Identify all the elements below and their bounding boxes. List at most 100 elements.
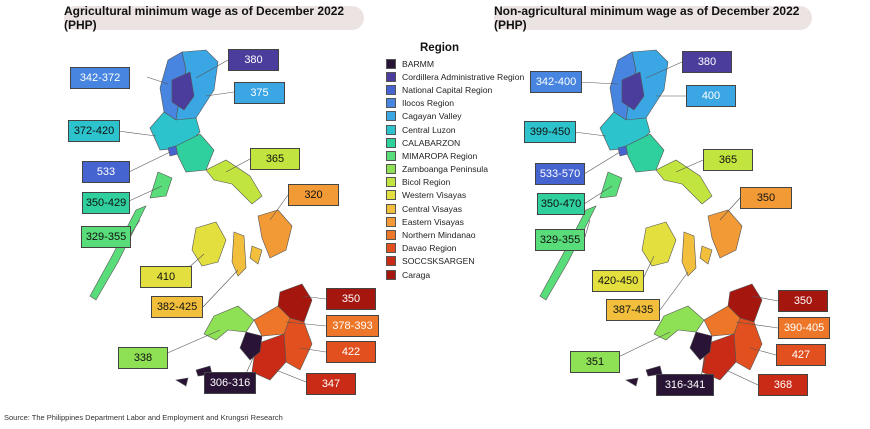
barmm-shape bbox=[175, 331, 263, 387]
legend-swatch bbox=[386, 216, 396, 227]
agricultural-map-shapes bbox=[89, 49, 313, 387]
label-eastern-visayas-2: 350 bbox=[740, 187, 792, 209]
label-caraga: 350 bbox=[326, 288, 376, 310]
label-northern-mindanao: 378-393 bbox=[326, 315, 379, 337]
legend-item: SOCCSKSARGEN bbox=[386, 255, 536, 268]
legend-item: National Capital Region bbox=[386, 83, 536, 96]
label-central-luzon-2: 399-450 bbox=[524, 121, 576, 143]
car-shape bbox=[171, 71, 195, 111]
legend-label: CALABARZON bbox=[402, 137, 461, 148]
legend-item: Northern Mindanao bbox=[386, 228, 536, 241]
label-zamboanga: 338 bbox=[118, 347, 168, 369]
mimaropa-shape bbox=[89, 171, 173, 301]
davao-shape-2 bbox=[733, 317, 763, 371]
label-central-visayas: 382-425 bbox=[151, 296, 203, 318]
label-zamboanga-2: 351 bbox=[570, 351, 620, 373]
agricultural-map-title: Agricultural minimum wage as of December… bbox=[64, 4, 364, 32]
label-calabarzon: 350-429 bbox=[82, 192, 130, 214]
source-note: Source: The Philippines Department Labor… bbox=[4, 413, 283, 422]
legend-swatch bbox=[386, 71, 396, 82]
label-mimaropa-2: 329-355 bbox=[535, 229, 585, 251]
legend-swatch bbox=[386, 164, 396, 175]
legend-item: Western Visayas bbox=[386, 189, 536, 202]
label-central-visayas-2: 387-435 bbox=[606, 299, 660, 321]
legend-swatch bbox=[386, 256, 396, 267]
non-agricultural-connector-lines bbox=[573, 61, 779, 386]
label-western-visayas-2: 420-450 bbox=[592, 270, 644, 292]
eastern-visayas-shape-2 bbox=[707, 209, 743, 259]
central-visayas-shape bbox=[231, 231, 263, 277]
legend-label: Central Visayas bbox=[402, 203, 463, 214]
zamboanga-shape-2 bbox=[653, 305, 705, 341]
legend-item: Zamboanga Peninsula bbox=[386, 163, 536, 176]
label-car: 380 bbox=[228, 49, 279, 71]
label-eastern-visayas: 320 bbox=[288, 184, 339, 206]
bicol-shape-2 bbox=[655, 159, 713, 205]
legend-label: Davao Region bbox=[402, 243, 457, 254]
legend-swatch bbox=[386, 177, 396, 188]
legend-label: Ilocos Region bbox=[402, 98, 455, 109]
legend-swatch bbox=[386, 98, 396, 109]
legend-item: Central Visayas bbox=[386, 202, 536, 215]
legend-item: BARMM bbox=[386, 57, 536, 70]
label-mimaropa: 329-355 bbox=[81, 226, 131, 248]
legend: Region BARMM Cordillera Administrative Re… bbox=[386, 42, 536, 281]
label-cagayan: 375 bbox=[234, 82, 285, 104]
legend-swatch bbox=[386, 269, 396, 280]
legend-swatch bbox=[386, 84, 396, 95]
legend-item: Davao Region bbox=[386, 242, 536, 255]
legend-title: Region bbox=[420, 42, 459, 54]
label-bicol-2: 365 bbox=[703, 149, 753, 171]
legend-item: Eastern Visayas bbox=[386, 215, 536, 228]
label-western-visayas: 410 bbox=[140, 266, 192, 288]
legend-swatch bbox=[386, 150, 396, 161]
legend-label: Cordillera Administrative Region bbox=[402, 71, 525, 82]
label-bicol: 365 bbox=[250, 148, 300, 170]
legend-item: Ilocos Region bbox=[386, 97, 536, 110]
agricultural-connector-lines bbox=[117, 59, 327, 383]
legend-items: BARMM Cordillera Administrative Region Nat… bbox=[386, 57, 536, 281]
legend-item: Cordillera Administrative Region bbox=[386, 70, 536, 83]
label-soccsksargen-2: 368 bbox=[758, 374, 808, 396]
legend-item: Caraga bbox=[386, 268, 536, 281]
western-visayas-shape bbox=[191, 221, 227, 267]
legend-swatch bbox=[386, 137, 396, 148]
central-visayas-shape-2 bbox=[681, 231, 713, 277]
label-car-2: 380 bbox=[682, 51, 732, 73]
label-ncr-2: 533-570 bbox=[535, 163, 585, 185]
eastern-visayas-shape bbox=[257, 209, 293, 259]
legend-label: Northern Mindanao bbox=[402, 230, 476, 241]
legend-swatch bbox=[386, 243, 396, 254]
legend-label: Bicol Region bbox=[402, 177, 451, 188]
legend-label: Caraga bbox=[402, 269, 431, 280]
label-northern-mindanao-2: 390-405 bbox=[778, 317, 830, 339]
legend-label: Cagayan Valley bbox=[402, 111, 462, 122]
legend-label: MIMAROPA Region bbox=[402, 150, 478, 161]
car-shape-2 bbox=[621, 71, 645, 111]
legend-label: Eastern Visayas bbox=[402, 216, 464, 227]
label-barmm: 306-316 bbox=[204, 372, 256, 394]
legend-swatch bbox=[386, 230, 396, 241]
davao-shape bbox=[283, 317, 313, 371]
label-davao: 422 bbox=[326, 341, 376, 363]
legend-item: Bicol Region bbox=[386, 176, 536, 189]
label-soccsksargen: 347 bbox=[306, 373, 356, 395]
legend-label: Zamboanga Peninsula bbox=[402, 164, 488, 175]
legend-swatch bbox=[386, 58, 396, 69]
legend-item: CALABARZON bbox=[386, 136, 536, 149]
legend-label: SOCCSKSARGEN bbox=[402, 256, 475, 267]
legend-swatch bbox=[386, 203, 396, 214]
legend-label: Western Visayas bbox=[402, 190, 467, 201]
legend-label: National Capital Region bbox=[402, 84, 493, 95]
label-barmm-2: 316-341 bbox=[656, 374, 714, 396]
legend-item: Central Luzon bbox=[386, 123, 536, 136]
label-ncr: 533 bbox=[82, 161, 130, 183]
bicol-shape bbox=[205, 159, 263, 205]
label-caraga-2: 350 bbox=[778, 290, 828, 312]
legend-item: MIMAROPA Region bbox=[386, 149, 536, 162]
legend-label: Central Luzon bbox=[402, 124, 456, 135]
label-calabarzon-2: 350-470 bbox=[537, 193, 585, 215]
legend-label: BARMM bbox=[402, 58, 434, 69]
western-visayas-shape-2 bbox=[641, 221, 677, 267]
